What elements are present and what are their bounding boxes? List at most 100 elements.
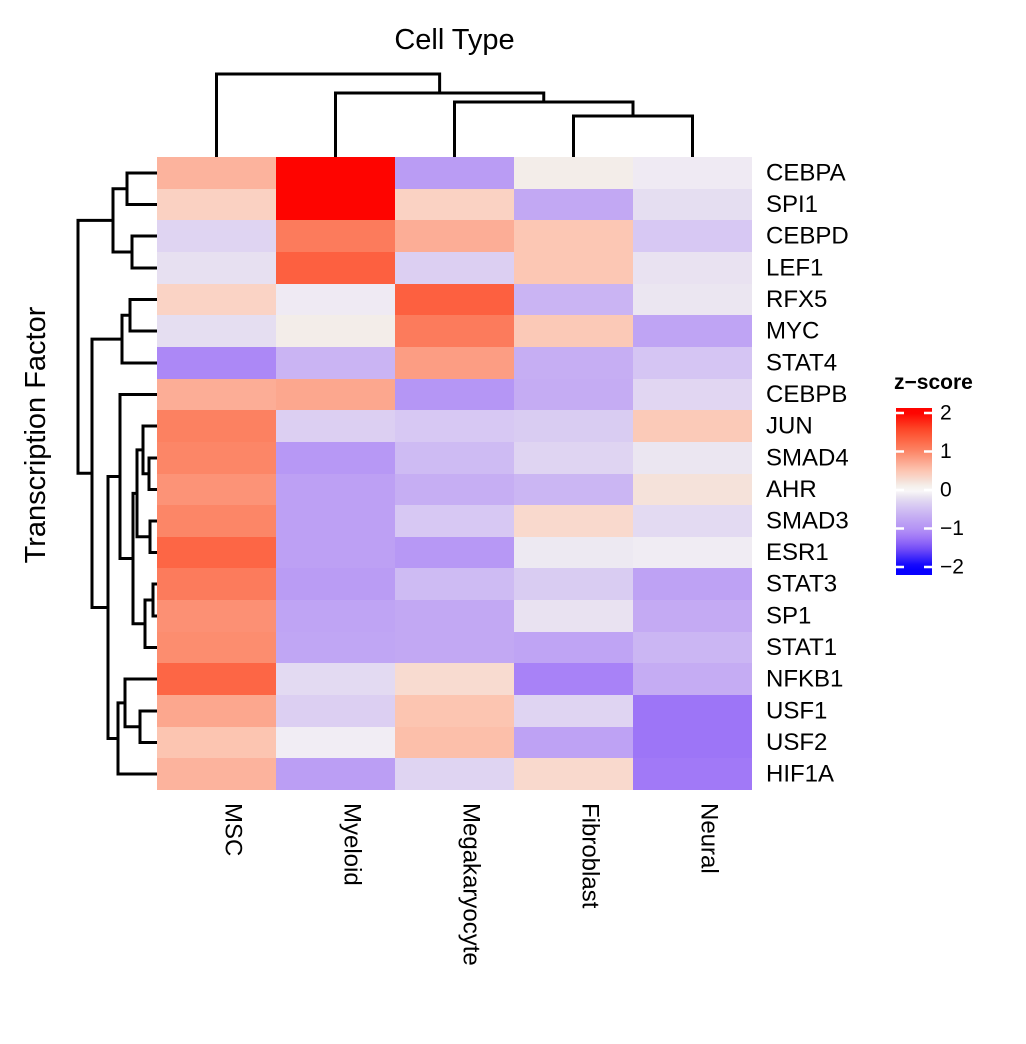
heatmap-cell xyxy=(395,410,514,442)
legend-colorbar xyxy=(896,408,932,575)
heatmap-cell xyxy=(395,474,514,505)
heatmap-cell xyxy=(276,727,395,758)
heatmap-cell xyxy=(633,410,752,442)
row-label: NFKB1 xyxy=(766,666,843,693)
legend-tick-dash-right xyxy=(924,527,932,530)
col-label: Myeloid xyxy=(339,803,366,886)
heatmap-cell xyxy=(157,252,276,284)
heatmap-cell xyxy=(514,284,633,315)
heatmap-cell xyxy=(633,315,752,347)
heatmap-cell xyxy=(157,379,276,410)
row-dendrogram-branch xyxy=(111,187,132,254)
heatmap-cell xyxy=(395,252,514,284)
heatmap-cell xyxy=(633,252,752,284)
heatmap-cell xyxy=(276,632,395,663)
heatmap-cell xyxy=(157,189,276,220)
legend-tick-dash-left xyxy=(896,527,904,530)
row-label: ESR1 xyxy=(766,539,829,566)
heatmap-cell xyxy=(514,315,633,347)
heatmap-cell xyxy=(514,568,633,600)
row-dendrogram-branch xyxy=(120,313,157,365)
row-label: CEBPD xyxy=(766,223,849,250)
row-label: STAT3 xyxy=(766,571,837,598)
legend-tick-label: −2 xyxy=(940,556,964,579)
heatmap-cell xyxy=(157,632,276,663)
heatmap-cell xyxy=(633,695,752,727)
col-dendrogram-branch xyxy=(572,114,694,157)
heatmap-cell xyxy=(514,442,633,474)
row-label: CEBPB xyxy=(766,381,847,408)
heatmap-cell xyxy=(395,379,514,410)
heatmap-cell xyxy=(395,189,514,220)
row-dendrogram-branch xyxy=(76,218,113,475)
row-dendrogram-branch xyxy=(138,709,157,744)
heatmap-cell xyxy=(157,727,276,758)
row-label: STAT4 xyxy=(766,350,837,377)
row-dendrogram-branch xyxy=(143,598,157,649)
heatmap-cell xyxy=(157,157,276,189)
heatmap-cell xyxy=(514,410,633,442)
heatmap-cell xyxy=(276,600,395,632)
heatmap-cell xyxy=(276,252,395,284)
heatmap-cell xyxy=(276,663,395,695)
legend-tick-dash-left xyxy=(896,565,904,569)
row-label: SP1 xyxy=(766,603,811,630)
heatmap-cell xyxy=(633,189,752,220)
heatmap-cell xyxy=(395,632,514,663)
legend-tick-dash-left xyxy=(896,411,904,415)
row-label: HIF1A xyxy=(766,761,834,788)
heatmap-cell xyxy=(633,632,752,663)
heatmap-cell xyxy=(276,189,395,220)
heatmap-cell xyxy=(157,600,276,632)
heatmap-cell xyxy=(276,568,395,600)
legend-tick-label: 0 xyxy=(940,479,952,502)
col-dendrogram-branch xyxy=(215,72,442,157)
heatmap-cell xyxy=(276,157,395,189)
legend-tick-dash-right xyxy=(924,450,932,453)
col-dendrogram-branch xyxy=(453,100,635,157)
legend-tick-dash-right xyxy=(924,565,932,569)
heatmap-cell xyxy=(395,537,514,568)
row-dendrogram-branch xyxy=(147,456,157,491)
heatmap-cell xyxy=(514,695,633,727)
heatmap-cell xyxy=(157,758,276,790)
heatmap-cell xyxy=(633,663,752,695)
col-label: Neural xyxy=(696,803,723,874)
heatmap-cell xyxy=(395,505,514,537)
heatmap-cell xyxy=(633,474,752,505)
legend-tick-dash-left xyxy=(896,450,904,453)
heatmap-cell xyxy=(514,157,633,189)
row-dendrogram-branch xyxy=(151,582,157,618)
legend-title: z−score xyxy=(894,371,973,394)
col-label: MSC xyxy=(220,803,247,856)
heatmap-cell xyxy=(633,379,752,410)
heatmap-cell xyxy=(514,505,633,537)
heatmap-cell xyxy=(633,347,752,379)
heatmap-cell xyxy=(633,568,752,600)
row-dendrogram-branch xyxy=(106,475,120,740)
heatmap-cell xyxy=(514,663,633,695)
row-dendrogram-branch xyxy=(130,234,157,270)
heatmap-cell xyxy=(157,220,276,252)
heatmap-cell xyxy=(276,537,395,568)
heatmap-cell xyxy=(157,442,276,474)
heatmap-cell xyxy=(276,758,395,790)
row-label: USF2 xyxy=(766,729,827,756)
heatmap-cell xyxy=(276,474,395,505)
heatmap-cell xyxy=(276,220,395,252)
heatmap-cell xyxy=(633,600,752,632)
chart-title: Cell Type xyxy=(394,24,515,56)
heatmap-cell xyxy=(395,220,514,252)
heatmap-cell xyxy=(633,537,752,568)
row-label: LEF1 xyxy=(766,255,823,282)
heatmap-cell xyxy=(633,758,752,790)
heatmap-cell xyxy=(514,600,633,632)
heatmap-cell xyxy=(514,252,633,284)
heatmap-cell xyxy=(276,347,395,379)
heatmap-cell xyxy=(395,727,514,758)
row-label: JUN xyxy=(766,413,813,440)
legend-tick-label: −1 xyxy=(940,517,964,540)
row-label: SMAD4 xyxy=(766,445,849,472)
heatmap-cell xyxy=(157,505,276,537)
